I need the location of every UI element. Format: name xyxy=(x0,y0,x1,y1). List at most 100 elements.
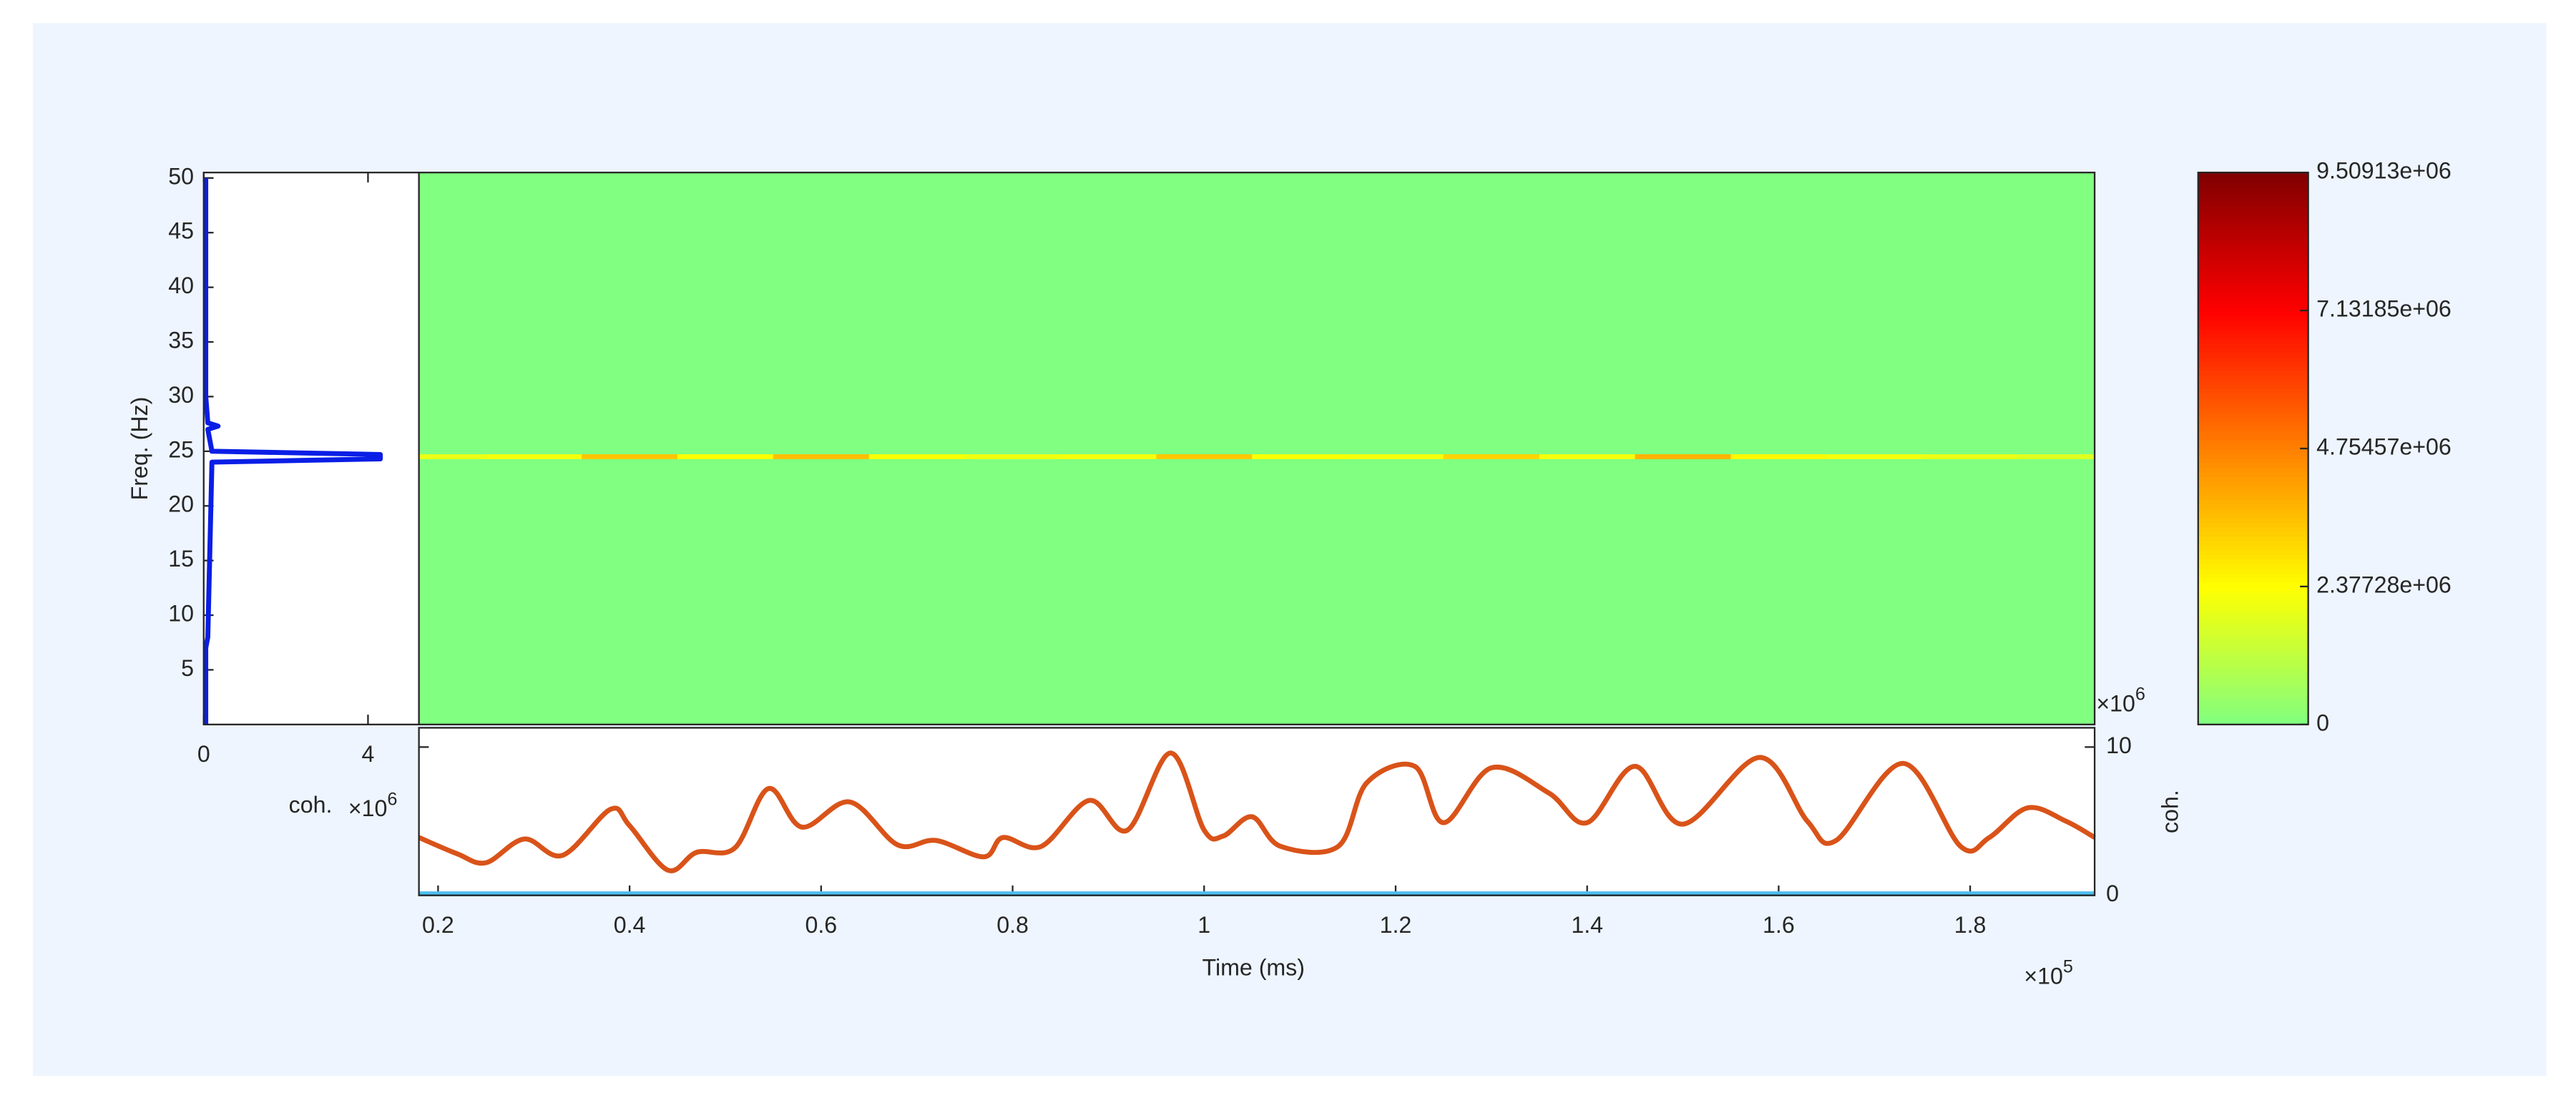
colorbar-swatch xyxy=(2198,516,2308,524)
colorbar-swatch xyxy=(2198,682,2308,689)
colorbar-swatch xyxy=(2198,328,2308,335)
colorbar-swatch xyxy=(2198,475,2308,482)
colorbar-swatch xyxy=(2198,231,2308,238)
colorbar-swatch xyxy=(2198,180,2308,187)
colorbar-swatch xyxy=(2198,539,2308,546)
x-tick-label: 0.8 xyxy=(996,912,1029,938)
heatmap-field xyxy=(418,172,2095,725)
y-axis-label: Freq. (Hz) xyxy=(127,397,152,501)
multiplier-power: 6 xyxy=(387,789,397,809)
colorbar-swatch xyxy=(2198,677,2308,685)
heatmap-cell xyxy=(1348,454,1444,459)
colorbar-swatch xyxy=(2198,356,2308,362)
colorbar-swatch xyxy=(2198,309,2308,316)
line-series xyxy=(203,177,383,725)
colorbar-swatch xyxy=(2198,277,2308,284)
colorbar-swatch xyxy=(2198,190,2308,197)
colorbar-box xyxy=(2197,172,2309,725)
colorbar-swatch xyxy=(2198,544,2308,551)
colorbar-swatch xyxy=(2198,397,2308,403)
colorbar-swatch xyxy=(2198,318,2308,325)
heatmap-cell xyxy=(1539,454,1635,459)
colorbar-swatch xyxy=(2198,562,2308,569)
heatmap-cell xyxy=(418,454,486,459)
colorbar-swatch xyxy=(2198,530,2308,537)
colorbar-swatch xyxy=(2198,217,2308,225)
colorbar-swatch xyxy=(2198,526,2308,532)
colorbar-tick-label: 9.50913e+06 xyxy=(2316,158,2452,184)
colorbar-swatch xyxy=(2198,195,2308,201)
colorbar-swatch xyxy=(2198,263,2308,270)
y-tick-label: 5 xyxy=(181,655,194,681)
colorbar-swatch xyxy=(2198,567,2308,574)
multiplier-base: ×10 xyxy=(2096,690,2135,716)
colorbar-swatch xyxy=(2198,622,2308,629)
colorbar-swatch xyxy=(2198,696,2308,702)
y-tick-label: 25 xyxy=(168,436,194,462)
colorbar-swatch xyxy=(2198,204,2308,210)
colorbar-swatch xyxy=(2198,636,2308,643)
colorbar-swatch xyxy=(2198,705,2308,712)
colorbar-swatch xyxy=(2198,461,2308,468)
colorbar-swatch xyxy=(2198,498,2308,505)
colorbar-swatch xyxy=(2198,594,2308,602)
colorbar-swatch xyxy=(2198,222,2308,229)
x-tick-label: 0.2 xyxy=(422,912,454,938)
colorbar-swatch xyxy=(2198,655,2308,661)
colorbar-swatch xyxy=(2198,415,2308,422)
heatmap-cell xyxy=(582,454,678,459)
colorbar-swatch xyxy=(2198,199,2308,206)
heatmap-cell xyxy=(1922,454,2019,459)
colorbar-swatch xyxy=(2198,627,2308,634)
y-tick-label: 50 xyxy=(168,163,194,189)
colorbar-swatch xyxy=(2198,236,2308,242)
colorbar-swatch xyxy=(2198,599,2308,606)
colorbar-swatch xyxy=(2198,383,2308,390)
colorbar-swatch xyxy=(2198,286,2308,293)
bottom-axes-background xyxy=(418,727,2095,896)
colorbar-tick-label: 4.75457e+06 xyxy=(2316,434,2452,460)
colorbar-swatch xyxy=(2198,617,2308,624)
x-tick-label: 1.4 xyxy=(1571,912,1603,938)
x-tick-label: 1.6 xyxy=(1763,912,1795,938)
heatmap-cell xyxy=(2018,454,2095,459)
colorbar-tick-label: 0 xyxy=(2316,710,2329,735)
colorbar-swatch xyxy=(2198,479,2308,486)
colorbar-swatch xyxy=(2198,640,2308,647)
colorbar-swatch xyxy=(2198,447,2308,454)
colorbar-swatch xyxy=(2198,714,2308,721)
colorbar-swatch xyxy=(2198,494,2308,500)
colorbar-swatch xyxy=(2198,645,2308,652)
colorbar-swatch xyxy=(2198,346,2308,353)
x-tick-label: 1 xyxy=(1198,912,1210,938)
heatmap-cell xyxy=(1252,454,1348,459)
colorbar-swatch xyxy=(2198,250,2308,257)
y2-tick-label: 10 xyxy=(2106,732,2132,758)
colorbar-swatch xyxy=(2198,392,2308,399)
x-multiplier: ×105 xyxy=(2024,956,2073,989)
colorbar-swatch xyxy=(2198,273,2308,280)
colorbar-swatch xyxy=(2198,443,2308,450)
colorbar-swatch xyxy=(2198,572,2308,579)
colorbar-swatch xyxy=(2198,365,2308,371)
x-axis-label: coh. xyxy=(289,792,333,818)
colorbar-swatch xyxy=(2198,282,2308,289)
y-tick-label: 20 xyxy=(168,491,194,517)
colorbar-swatch xyxy=(2198,668,2308,675)
y-tick-label: 15 xyxy=(168,546,194,572)
colorbar-swatch xyxy=(2198,240,2308,247)
colorbar-swatch xyxy=(2198,484,2308,491)
x-tick-label: 0.6 xyxy=(805,912,837,938)
colorbar-swatch xyxy=(2198,369,2308,376)
left-axes-background xyxy=(203,172,419,725)
heatmap-cell xyxy=(677,454,773,459)
colorbar-swatch xyxy=(2198,489,2308,496)
colorbar-swatch xyxy=(2198,337,2308,344)
colorbar-swatch xyxy=(2198,295,2308,303)
colorbar-swatch xyxy=(2198,172,2308,178)
colorbar-swatch xyxy=(2198,351,2308,358)
colorbar-swatch xyxy=(2198,305,2308,312)
colorbar-swatch xyxy=(2198,259,2308,265)
heatmap-cell xyxy=(1635,454,1731,459)
